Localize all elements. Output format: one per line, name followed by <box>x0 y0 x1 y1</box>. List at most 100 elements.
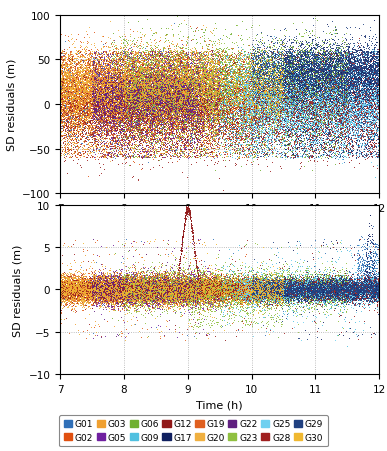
Point <box>346 99 353 106</box>
Point <box>237 113 243 120</box>
Point <box>117 126 123 133</box>
Point <box>175 112 181 120</box>
Point <box>264 302 270 309</box>
Point <box>64 91 70 98</box>
Point <box>285 280 291 287</box>
Point <box>351 49 357 56</box>
Point <box>349 109 355 116</box>
Point <box>292 103 298 110</box>
Point <box>162 294 168 301</box>
Point <box>283 106 289 113</box>
Point <box>299 88 305 96</box>
Point <box>330 290 336 297</box>
Point <box>69 285 75 292</box>
Point <box>128 278 134 285</box>
Point <box>296 54 302 61</box>
Point <box>63 286 70 293</box>
Point <box>158 296 164 303</box>
Point <box>169 135 175 143</box>
Point <box>329 61 335 68</box>
Point <box>107 276 113 283</box>
Point <box>250 106 256 113</box>
Point <box>142 98 149 106</box>
Point <box>334 119 340 126</box>
Point <box>290 40 296 47</box>
Point <box>175 293 181 300</box>
Point <box>339 95 346 102</box>
Point <box>60 285 66 292</box>
Point <box>135 279 142 286</box>
Point <box>81 285 87 292</box>
Point <box>224 119 230 126</box>
Point <box>137 93 143 101</box>
Point <box>126 95 132 102</box>
Point <box>304 286 310 293</box>
Point <box>286 291 292 298</box>
Point <box>131 273 137 280</box>
Point <box>342 49 348 56</box>
Point <box>201 289 207 296</box>
Point <box>205 286 212 294</box>
Point <box>141 285 147 292</box>
Point <box>104 113 110 120</box>
Point <box>198 76 204 83</box>
Point <box>185 60 191 68</box>
Point <box>287 93 293 101</box>
Point <box>215 90 221 97</box>
Point <box>206 285 212 292</box>
Point <box>220 291 226 298</box>
Point <box>144 283 150 290</box>
Point <box>70 285 76 292</box>
Point <box>144 124 150 132</box>
Point <box>159 59 165 66</box>
Point <box>332 24 338 32</box>
Point <box>188 283 194 290</box>
Point <box>79 290 85 297</box>
Point <box>361 110 367 118</box>
Point <box>308 297 315 304</box>
Point <box>141 97 147 104</box>
Point <box>267 290 274 297</box>
Point <box>151 295 157 302</box>
Point <box>135 284 142 291</box>
Point <box>150 72 156 79</box>
Point <box>287 285 293 292</box>
Point <box>147 287 153 295</box>
Point <box>197 105 203 112</box>
Point <box>206 82 212 89</box>
Point <box>237 284 243 291</box>
Point <box>125 92 131 99</box>
Point <box>110 127 116 134</box>
Point <box>367 290 373 298</box>
Point <box>264 280 270 287</box>
Point <box>238 284 245 291</box>
Point <box>354 79 360 86</box>
Point <box>308 95 314 102</box>
Point <box>114 95 120 102</box>
Point <box>230 98 236 105</box>
Point <box>123 113 129 120</box>
Point <box>230 281 236 288</box>
Point <box>173 285 179 292</box>
Point <box>327 92 334 99</box>
Point <box>220 295 226 302</box>
Point <box>223 279 229 286</box>
Point <box>151 280 157 287</box>
Point <box>209 92 216 99</box>
Point <box>370 90 377 97</box>
Point <box>190 115 196 122</box>
Point <box>185 100 191 107</box>
Point <box>358 116 365 124</box>
Point <box>349 292 356 299</box>
Point <box>340 303 346 310</box>
Point <box>144 82 151 89</box>
Point <box>304 97 310 105</box>
Point <box>162 291 168 298</box>
Point <box>362 98 368 105</box>
Point <box>99 276 106 284</box>
Point <box>190 28 196 35</box>
Point <box>279 89 285 97</box>
Point <box>195 74 201 82</box>
Point <box>160 277 166 284</box>
Point <box>190 289 196 296</box>
